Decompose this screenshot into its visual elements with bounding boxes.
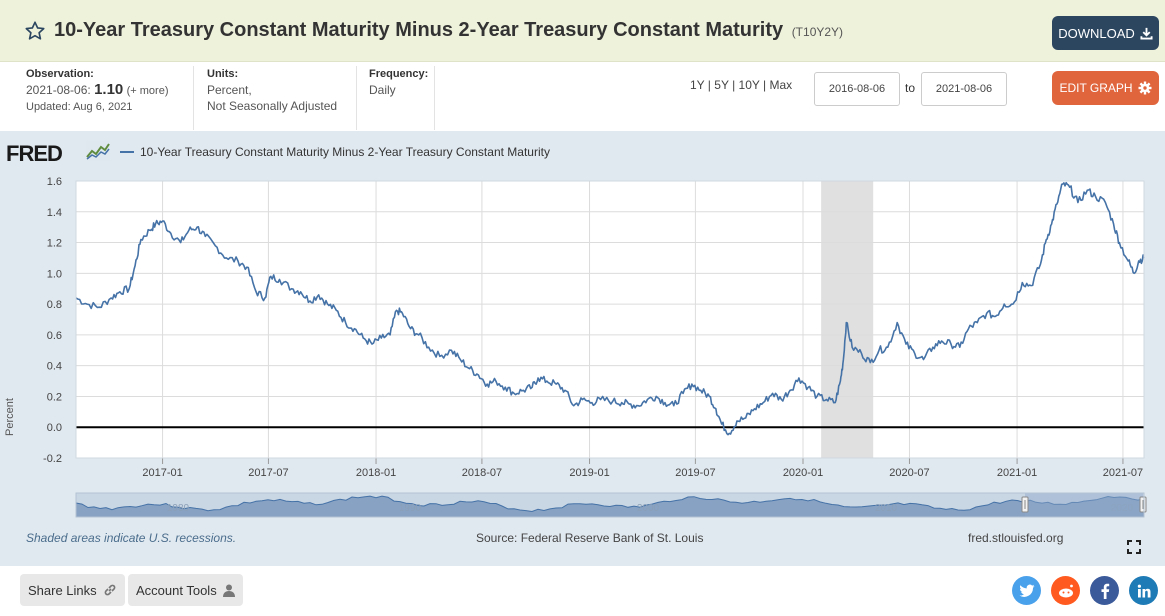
divider bbox=[356, 66, 357, 130]
y-tick-label: 1.2 bbox=[47, 238, 62, 250]
x-tick-label: 2021-07 bbox=[1103, 467, 1143, 479]
plot-background bbox=[76, 181, 1144, 458]
star-icon[interactable] bbox=[24, 20, 46, 42]
page-title: 10-Year Treasury Constant Maturity Minus… bbox=[54, 19, 843, 42]
user-icon bbox=[222, 584, 235, 597]
navigator-year-label: 1990 bbox=[399, 503, 422, 514]
to-label: to bbox=[905, 81, 916, 95]
series-id: (T10Y2Y) bbox=[791, 25, 844, 39]
observation-more-link[interactable]: (+ more) bbox=[126, 85, 169, 97]
start-date-input[interactable]: 2016-08-06 bbox=[814, 72, 900, 106]
twitter-icon[interactable] bbox=[1012, 576, 1041, 605]
y-tick-label: 1.0 bbox=[47, 268, 62, 280]
navigator-year-label: 2020 bbox=[1111, 503, 1134, 514]
share-links-button[interactable]: Share Links bbox=[20, 574, 125, 606]
chart-legend: 10-Year Treasury Constant Maturity Minus… bbox=[120, 145, 550, 159]
edit-graph-button[interactable]: EDIT GRAPH bbox=[1052, 71, 1159, 105]
facebook-icon[interactable] bbox=[1090, 576, 1119, 605]
recession-footnote: Shaded areas indicate U.S. recessions. bbox=[26, 531, 237, 545]
share-links-label: Share Links bbox=[28, 582, 97, 598]
legend-swatch bbox=[120, 151, 134, 153]
frequency-label: Frequency: bbox=[369, 68, 429, 80]
navigator-year-label: 2010 bbox=[875, 503, 898, 514]
navigator-series bbox=[75, 495, 1145, 518]
observation-label: Observation: bbox=[26, 68, 94, 80]
units-value-line2: Not Seasonally Adjusted bbox=[207, 99, 338, 113]
y-tick-label: 1.4 bbox=[47, 207, 62, 219]
y-tick-label: 0.6 bbox=[47, 330, 62, 342]
units-value-line1: Percent, bbox=[207, 83, 252, 97]
navigator-border bbox=[75, 492, 1145, 518]
x-tick-label: 2021-01 bbox=[997, 467, 1037, 479]
units-block: Units: Percent, Not Seasonally Adjusted bbox=[207, 66, 357, 128]
series-title: 10-Year Treasury Constant Maturity Minus… bbox=[54, 19, 784, 41]
x-tick-label: 2019-07 bbox=[675, 467, 715, 479]
range-max-button[interactable]: Max bbox=[769, 78, 793, 92]
gear-icon bbox=[1138, 81, 1152, 95]
line-chart[interactable]: -0.2 0.0 0.2 0.4 0.6 0.8 1.0 1.2 1.4 1.6 2017-01 20… bbox=[0, 131, 1165, 521]
observation-value: 1.10 bbox=[94, 81, 124, 98]
x-tick-label: 2017-01 bbox=[142, 467, 182, 479]
fullscreen-icon[interactable] bbox=[1127, 540, 1141, 554]
download-button[interactable]: DOWNLOAD bbox=[1052, 16, 1159, 50]
edit-graph-label: EDIT GRAPH bbox=[1059, 81, 1133, 95]
range-10y-button[interactable]: 10Y bbox=[738, 78, 760, 92]
y-tick-label: 0.2 bbox=[47, 391, 62, 403]
account-tools-button[interactable]: Account Tools bbox=[128, 574, 243, 606]
y-tick-label: 0.0 bbox=[47, 422, 62, 434]
navigator-year-label: 1980 bbox=[167, 503, 190, 514]
plot-border bbox=[75, 180, 1145, 459]
y-tick-label: 1.6 bbox=[47, 176, 62, 188]
updated-date: Updated: Aug 6, 2021 bbox=[26, 101, 133, 113]
x-tick-label: 2020-01 bbox=[783, 467, 823, 479]
end-date-input[interactable]: 2021-08-06 bbox=[921, 72, 1007, 106]
range-selector: 1Y | 5Y | 10Y | Max bbox=[690, 78, 793, 92]
navigator-selection bbox=[1025, 493, 1143, 517]
x-tick-label: 2019-01 bbox=[569, 467, 609, 479]
fred-logo: FRED bbox=[6, 141, 63, 166]
series-line bbox=[75, 181, 1145, 436]
linkedin-icon[interactable] bbox=[1129, 576, 1158, 605]
reddit-icon[interactable] bbox=[1051, 576, 1080, 605]
observation-date: 2021-08-06: bbox=[26, 83, 91, 97]
link-icon bbox=[104, 584, 116, 596]
range-1y-button[interactable]: 1Y bbox=[690, 78, 705, 92]
x-tick-label: 2020-07 bbox=[889, 467, 929, 479]
units-label: Units: bbox=[207, 68, 239, 80]
x-tick-label: 2017-07 bbox=[248, 467, 288, 479]
divider bbox=[193, 66, 194, 130]
range-5y-button[interactable]: 5Y bbox=[714, 78, 729, 92]
y-tick-label: -0.2 bbox=[43, 453, 62, 465]
legend-label: 10-Year Treasury Constant Maturity Minus… bbox=[140, 145, 550, 159]
x-tick-label: 2018-01 bbox=[356, 467, 396, 479]
y-tick-label: 0.4 bbox=[47, 361, 62, 373]
chart-panel: FRED 10-Year Treasury Constant Maturity … bbox=[0, 131, 1165, 566]
download-label: DOWNLOAD bbox=[1058, 25, 1135, 41]
source-text: Source: Federal Reserve Bank of St. Loui… bbox=[476, 531, 704, 545]
navigator-year-label: 2000 bbox=[637, 503, 660, 514]
fred-sparkline-icon bbox=[86, 141, 110, 161]
frequency-block: Frequency: Daily bbox=[369, 66, 439, 128]
title-bar: 10-Year Treasury Constant Maturity Minus… bbox=[0, 0, 1165, 62]
divider bbox=[434, 66, 435, 130]
x-tick-label: 2018-07 bbox=[462, 467, 502, 479]
download-icon bbox=[1140, 27, 1153, 40]
y-tick-label: 0.8 bbox=[47, 299, 62, 311]
frequency-value: Daily bbox=[369, 83, 396, 97]
recession-band bbox=[821, 181, 874, 458]
observation-block: Observation: 2021-08-06: 1.10 (+ more) U… bbox=[26, 66, 196, 128]
site-link[interactable]: fred.stlouisfed.org bbox=[968, 531, 1064, 545]
account-tools-label: Account Tools bbox=[136, 582, 217, 598]
